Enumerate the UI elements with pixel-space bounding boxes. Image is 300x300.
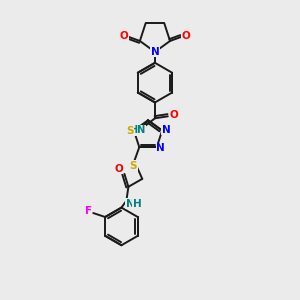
Text: O: O <box>182 31 190 41</box>
Text: O: O <box>169 110 178 120</box>
Text: N: N <box>126 199 135 208</box>
Text: N: N <box>162 124 170 135</box>
Text: N: N <box>156 143 165 153</box>
Text: S: S <box>130 161 137 171</box>
Text: H: H <box>133 199 142 208</box>
Text: O: O <box>114 164 123 174</box>
Text: O: O <box>120 31 128 41</box>
Text: S: S <box>126 125 134 136</box>
Text: N: N <box>151 47 159 57</box>
Text: HN: HN <box>129 125 145 135</box>
Text: F: F <box>85 206 92 216</box>
